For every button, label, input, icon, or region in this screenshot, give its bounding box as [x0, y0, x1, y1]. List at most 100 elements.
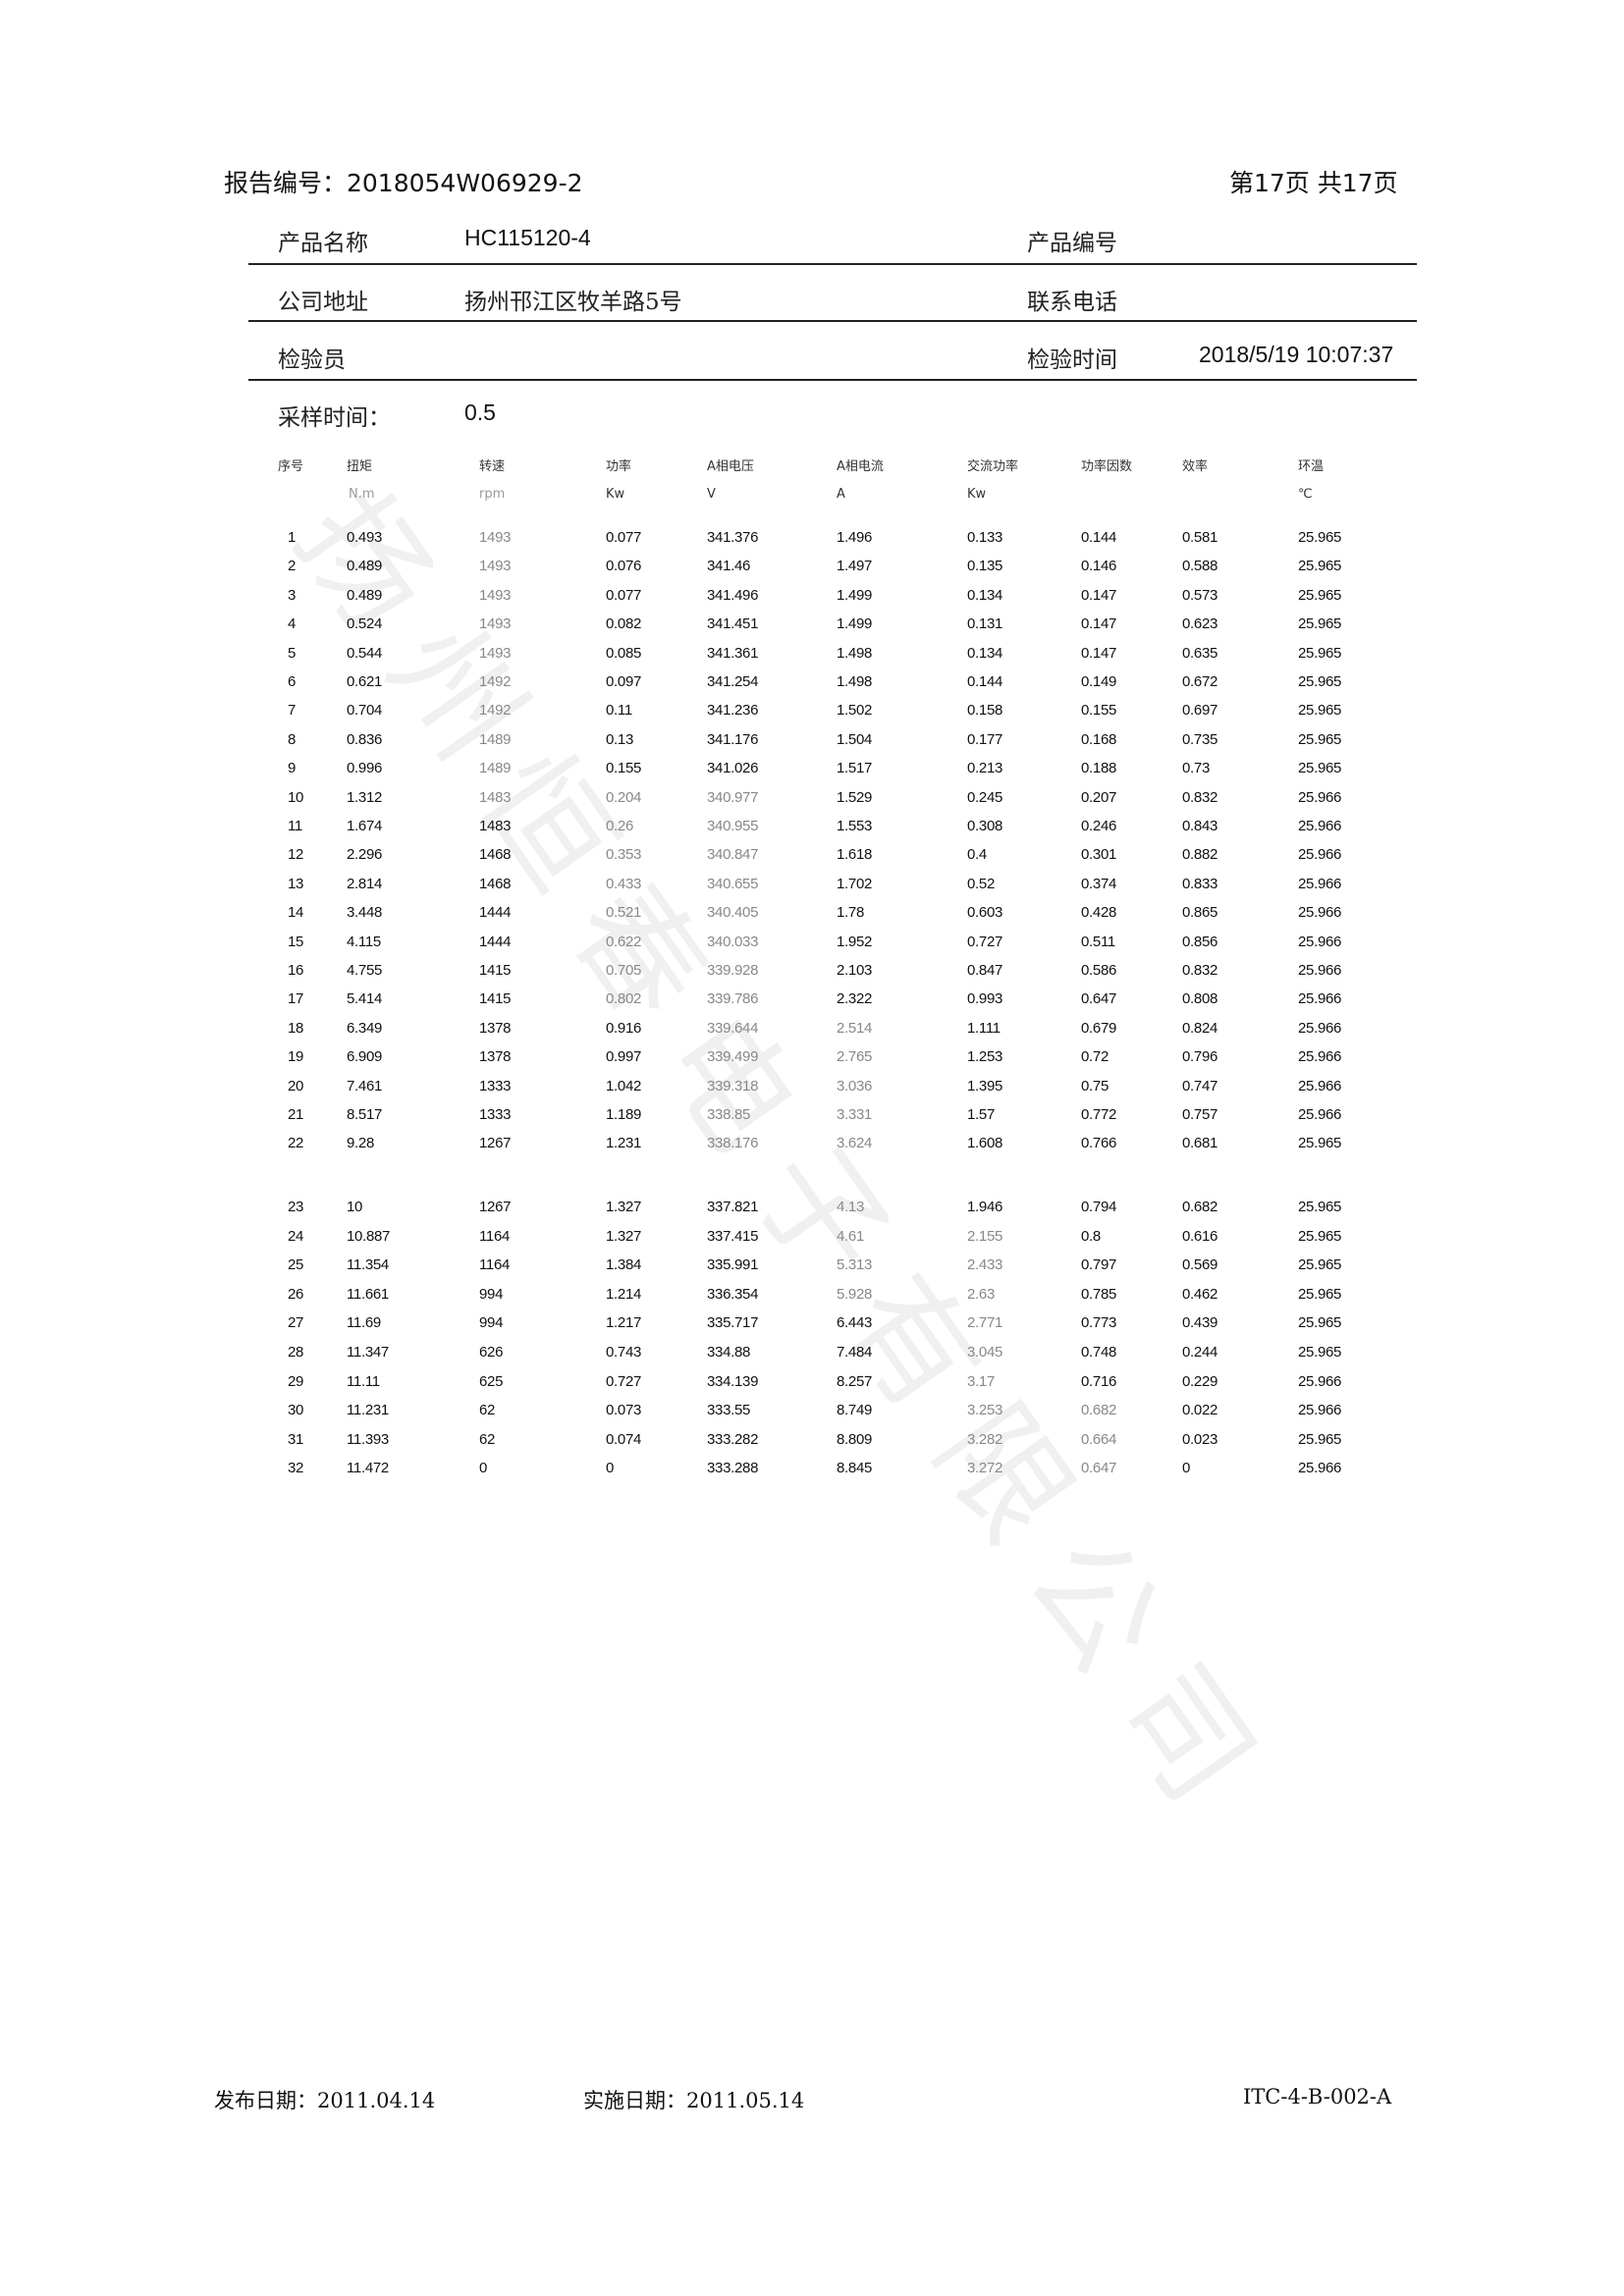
cell-a-current: 2.765 [837, 1048, 873, 1066]
cell-row-no: 31 [288, 1430, 304, 1448]
cell-power-factor: 0.716 [1081, 1372, 1117, 1390]
cell-a-voltage: 341.46 [707, 558, 751, 575]
cell-a-current: 1.78 [837, 904, 864, 922]
cell-ambient-temp: 25.965 [1298, 702, 1342, 720]
cell-a-current: 8.749 [837, 1402, 873, 1419]
cell-ambient-temp: 25.965 [1298, 1344, 1342, 1361]
cell-ac-power: 2.155 [967, 1227, 1003, 1245]
cell-power: 0.353 [606, 846, 642, 864]
cell-row-no: 28 [288, 1344, 304, 1361]
cell-a-current: 2.514 [837, 1019, 873, 1037]
cell-ambient-temp: 25.965 [1298, 1227, 1342, 1245]
cell-torque: 9.28 [347, 1135, 374, 1152]
cell-speed: 1468 [479, 875, 512, 892]
cell-power-factor: 0.146 [1081, 558, 1117, 575]
cell-torque: 0.489 [347, 558, 383, 575]
cell-torque: 2.814 [347, 875, 383, 892]
cell-speed: 1493 [479, 586, 512, 604]
cell-power-factor: 0.147 [1081, 644, 1117, 662]
cell-torque: 7.461 [347, 1077, 383, 1095]
cell-a-current: 4.13 [837, 1199, 864, 1215]
cell-ambient-temp: 25.966 [1298, 1048, 1342, 1066]
cell-efficiency: 0.023 [1182, 1430, 1218, 1448]
report-number: 报告编号：2018054W06929-2 [224, 169, 583, 197]
cell-a-current: 5.928 [837, 1285, 873, 1303]
cell-power-factor: 0.664 [1081, 1430, 1117, 1448]
cell-efficiency: 0.672 [1182, 673, 1218, 690]
cell-efficiency: 0.833 [1182, 875, 1218, 892]
cell-efficiency: 0.588 [1182, 558, 1218, 575]
cell-power-factor: 0.682 [1081, 1402, 1117, 1419]
cell-ambient-temp: 25.965 [1298, 558, 1342, 575]
cell-a-voltage: 341.026 [707, 760, 759, 777]
cell-ac-power: 3.272 [967, 1460, 1003, 1477]
cell-a-current: 3.624 [837, 1135, 873, 1152]
cell-ambient-temp: 25.966 [1298, 788, 1342, 806]
cell-efficiency: 0.735 [1182, 730, 1218, 748]
cell-row-no: 6 [288, 673, 297, 690]
cell-a-voltage: 339.644 [707, 1019, 759, 1037]
cell-efficiency: 0 [1182, 1460, 1191, 1477]
cell-power-factor: 0.207 [1081, 788, 1117, 806]
cell-speed: 625 [479, 1372, 504, 1390]
cell-torque: 0.836 [347, 730, 383, 748]
cell-torque: 0.621 [347, 673, 383, 690]
cell-row-no: 7 [288, 702, 297, 720]
cell-torque: 0.524 [347, 615, 383, 633]
cell-power-factor: 0.766 [1081, 1135, 1117, 1152]
cell-a-current: 8.809 [837, 1430, 873, 1448]
cell-power-factor: 0.168 [1081, 730, 1117, 748]
cell-speed: 62 [479, 1430, 496, 1448]
cell-ambient-temp: 25.966 [1298, 846, 1342, 864]
cell-power-factor: 0.772 [1081, 1106, 1117, 1123]
cell-efficiency: 0.882 [1182, 846, 1218, 864]
company-watermark: 扬州恒春电子有限公司 [268, 468, 1301, 1855]
cell-ac-power: 0.213 [967, 760, 1003, 777]
cell-power: 0.13 [606, 730, 633, 748]
company-address-label: 公司地址 [278, 290, 368, 315]
cell-power: 0.433 [606, 875, 642, 892]
cell-speed: 1489 [479, 730, 512, 748]
cell-row-no: 16 [288, 962, 304, 979]
inspect-time: 2018/5/19 10:07:37 [1199, 342, 1394, 367]
cell-a-current: 1.618 [837, 846, 873, 864]
cell-speed: 1333 [479, 1106, 512, 1123]
cell-ambient-temp: 25.965 [1298, 1314, 1342, 1332]
cell-torque: 5.414 [347, 990, 383, 1008]
cell-speed: 1333 [479, 1077, 512, 1095]
cell-row-no: 8 [288, 730, 297, 748]
cell-ac-power: 3.253 [967, 1402, 1003, 1419]
cell-ac-power: 1.395 [967, 1077, 1003, 1095]
cell-ambient-temp: 25.965 [1298, 1199, 1342, 1215]
cell-torque: 1.674 [347, 818, 383, 834]
cell-a-voltage: 341.376 [707, 529, 759, 546]
cell-a-current: 8.257 [837, 1372, 873, 1390]
cell-a-current: 5.313 [837, 1256, 873, 1274]
cell-speed: 994 [479, 1285, 504, 1303]
cell-a-current: 1.517 [837, 760, 873, 777]
cell-speed: 1267 [479, 1135, 512, 1152]
cell-efficiency: 0.808 [1182, 990, 1218, 1008]
column-header-power: 功率 [606, 459, 632, 474]
cell-row-no: 13 [288, 875, 304, 892]
cell-efficiency: 0.73 [1182, 760, 1210, 777]
cell-ambient-temp: 25.965 [1298, 1256, 1342, 1274]
column-header-a-current: A相电流 [837, 459, 884, 474]
cell-a-voltage: 334.139 [707, 1372, 759, 1390]
cell-row-no: 4 [288, 615, 297, 633]
cell-power: 0.916 [606, 1019, 642, 1037]
cell-torque: 4.115 [347, 933, 381, 950]
cell-row-no: 23 [288, 1199, 304, 1215]
cell-a-voltage: 340.033 [707, 933, 759, 950]
cell-row-no: 3 [288, 586, 297, 604]
cell-a-voltage: 341.451 [707, 615, 759, 633]
cell-a-voltage: 335.717 [707, 1314, 759, 1332]
cell-power: 0.204 [606, 788, 642, 806]
cell-a-current: 1.496 [837, 529, 873, 546]
cell-efficiency: 0.832 [1182, 962, 1218, 979]
cell-ambient-temp: 25.966 [1298, 933, 1342, 950]
cell-a-voltage: 339.318 [707, 1077, 759, 1095]
cell-power-factor: 0.188 [1081, 760, 1117, 777]
cell-ambient-temp: 25.966 [1298, 1372, 1342, 1390]
cell-a-current: 1.702 [837, 875, 873, 892]
